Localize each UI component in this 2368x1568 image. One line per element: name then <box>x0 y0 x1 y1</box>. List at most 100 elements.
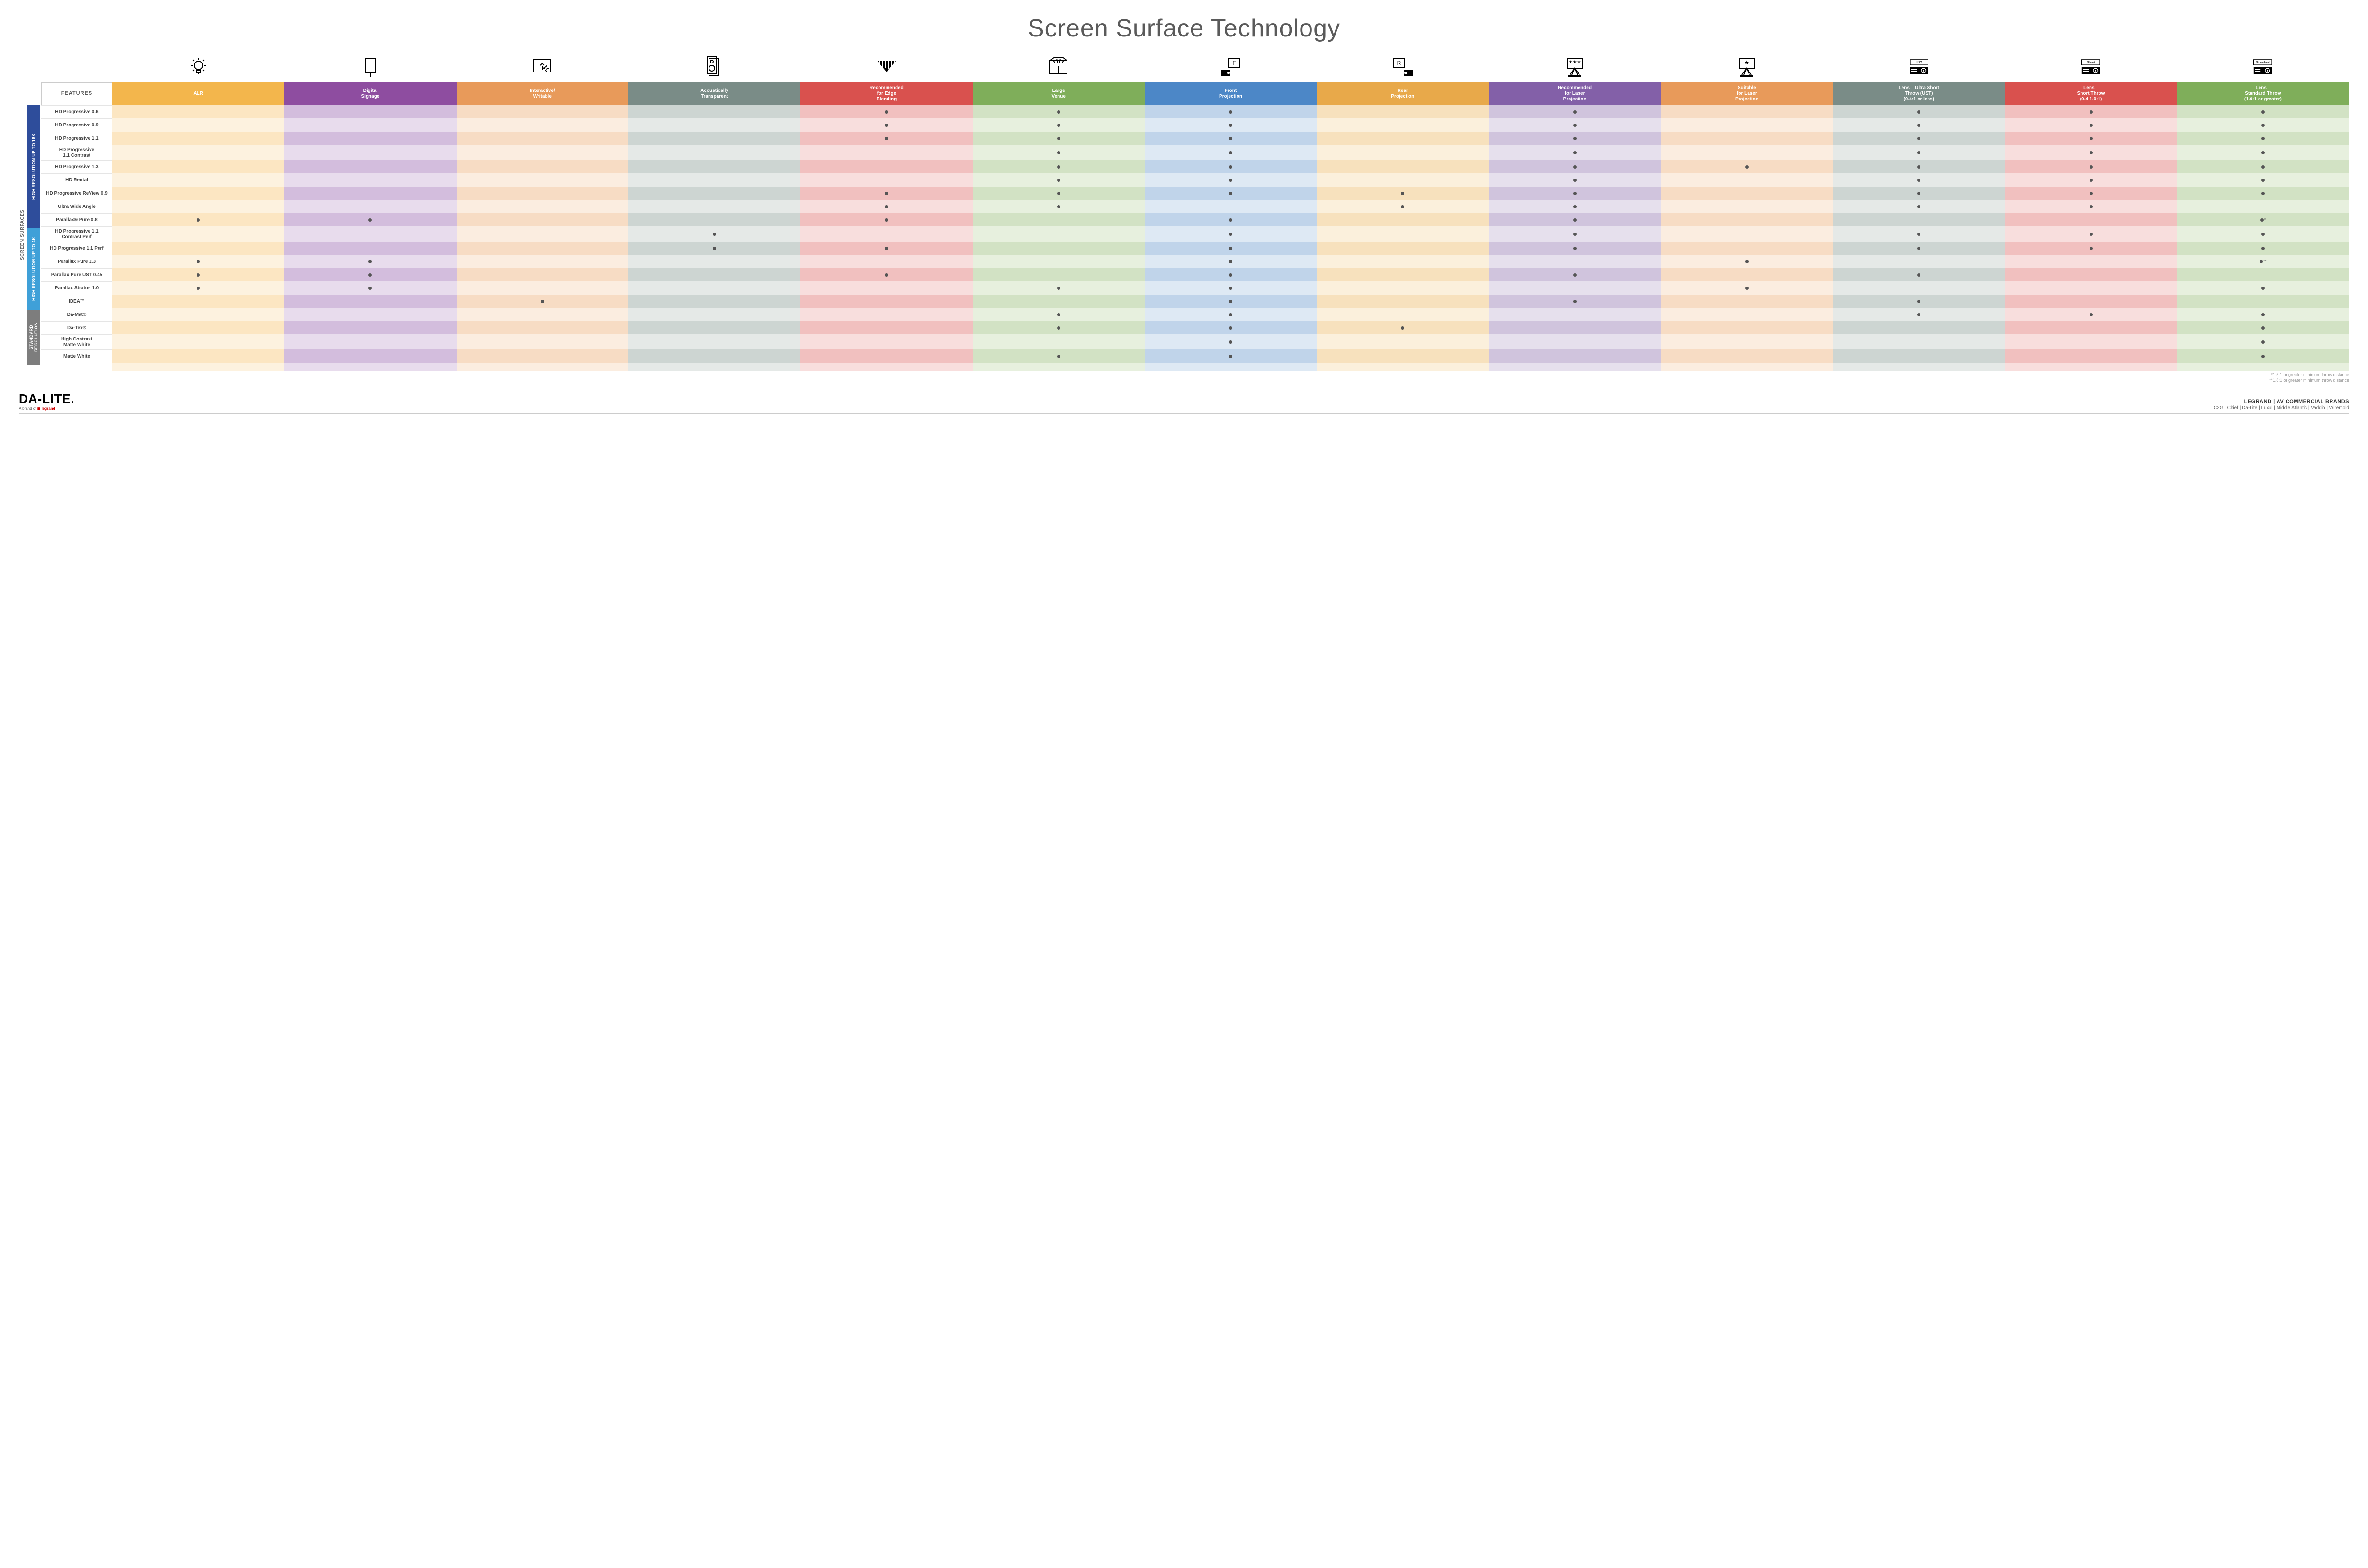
data-cell <box>1489 187 1660 200</box>
data-cell <box>800 349 972 363</box>
data-cell <box>1145 268 1317 281</box>
data-cell <box>800 242 972 255</box>
row-label: Parallax Pure UST 0.45 <box>41 268 112 281</box>
group-label: HIGH RESOLUTION UP TO 4K <box>27 228 40 310</box>
data-cell <box>973 308 1145 321</box>
data-cell <box>112 118 284 132</box>
data-cell <box>973 200 1145 213</box>
data-cell <box>2005 268 2177 281</box>
data-cell <box>1317 118 1489 132</box>
data-cell <box>457 242 628 255</box>
column-header-reclaser: Recommended for Laser Projection <box>1489 82 1660 105</box>
data-cell <box>1833 321 2005 334</box>
data-cell <box>973 281 1145 295</box>
data-cell <box>1661 145 1833 160</box>
rear-icon: R <box>1317 52 1489 82</box>
data-cell <box>112 308 284 321</box>
data-cell <box>1145 226 1317 242</box>
legrand-heading: LEGRAND | AV COMMERCIAL BRANDS <box>2214 399 2349 404</box>
data-cell <box>1145 132 1317 145</box>
data-cell <box>284 255 456 268</box>
data-cell <box>1833 308 2005 321</box>
large-icon <box>973 52 1145 82</box>
data-cell <box>2177 321 2349 334</box>
data-cell <box>1661 160 1833 173</box>
data-cell <box>457 295 628 308</box>
data-cell <box>628 295 800 308</box>
data-cell <box>2177 334 2349 349</box>
data-cell <box>800 268 972 281</box>
data-cell <box>1489 268 1660 281</box>
data-cell <box>2177 132 2349 145</box>
data-cell <box>800 105 972 118</box>
data-cell <box>800 200 972 213</box>
short-icon: Short <box>2005 52 2177 82</box>
data-cell <box>112 213 284 226</box>
data-cell <box>1317 255 1489 268</box>
data-cell <box>1661 242 1833 255</box>
data-cell <box>112 105 284 118</box>
front-icon: F <box>1145 52 1317 82</box>
data-cell <box>800 308 972 321</box>
data-cell <box>1145 242 1317 255</box>
data-cell <box>1661 132 1833 145</box>
data-cell <box>284 118 456 132</box>
data-cell <box>1317 105 1489 118</box>
data-cell <box>800 334 972 349</box>
data-cell <box>1145 105 1317 118</box>
data-cell <box>1833 160 2005 173</box>
data-cell <box>1317 145 1489 160</box>
data-cell <box>628 349 800 363</box>
data-cell <box>284 242 456 255</box>
data-cell <box>1317 226 1489 242</box>
svg-text:Standard: Standard <box>2256 60 2270 64</box>
data-cell <box>1833 255 2005 268</box>
signage-icon <box>284 52 456 82</box>
data-cell <box>112 226 284 242</box>
data-cell <box>112 334 284 349</box>
data-cell <box>1833 226 2005 242</box>
data-cell <box>628 200 800 213</box>
data-cell <box>1317 132 1489 145</box>
row-label: Da-Mat® <box>41 308 112 321</box>
column-header-large: Large Venue <box>973 82 1145 105</box>
data-cell <box>1489 132 1660 145</box>
data-cell <box>973 349 1145 363</box>
data-cell <box>1833 132 2005 145</box>
data-cell <box>628 226 800 242</box>
data-cell <box>628 145 800 160</box>
data-cell <box>284 200 456 213</box>
data-cell <box>1833 349 2005 363</box>
data-cell <box>973 173 1145 187</box>
data-cell <box>457 132 628 145</box>
data-cell <box>2005 242 2177 255</box>
data-cell <box>112 145 284 160</box>
data-cell <box>1317 200 1489 213</box>
data-cell <box>2177 268 2349 281</box>
data-cell <box>1145 145 1317 160</box>
row-label: HD Progressive 0.6 <box>41 105 112 118</box>
data-cell <box>628 321 800 334</box>
data-cell <box>112 160 284 173</box>
data-cell <box>1489 334 1660 349</box>
data-cell <box>628 242 800 255</box>
data-cell <box>1145 334 1317 349</box>
data-cell <box>1833 187 2005 200</box>
row-label: HD Progressive 1.3 <box>41 160 112 173</box>
data-cell <box>628 213 800 226</box>
data-cell <box>973 132 1145 145</box>
data-cell <box>1661 281 1833 295</box>
data-cell <box>1489 281 1660 295</box>
data-cell <box>973 268 1145 281</box>
column-header-acoustic: Acoustically Transparent <box>628 82 800 105</box>
data-cell <box>457 200 628 213</box>
data-cell <box>284 226 456 242</box>
brand-subtext: A brand of ◼ legrand <box>19 406 75 411</box>
footnotes: *1.5:1 or greater minimum throw distance… <box>19 372 2349 383</box>
data-cell <box>973 334 1145 349</box>
data-cell <box>1145 349 1317 363</box>
data-cell <box>1317 334 1489 349</box>
data-cell <box>2005 321 2177 334</box>
data-cell <box>284 334 456 349</box>
row-label: HD Progressive 1.1 Contrast <box>41 145 112 160</box>
